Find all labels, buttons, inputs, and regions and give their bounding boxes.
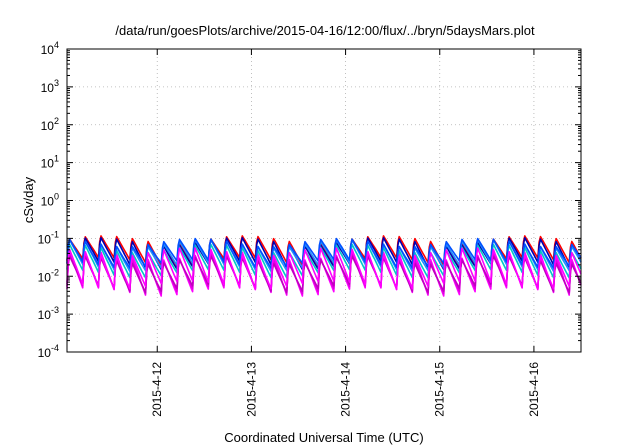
y-tick-label: 10-1 [38,229,59,246]
y-tick-label: 102 [41,116,59,133]
y-tick-label: 103 [41,78,59,95]
x-tick-label: 2015-4-15 [433,362,447,417]
x-axis-ticks: 2015-4-12 2015-4-13 2015-4-14 2015-4-15 2015… [150,49,541,417]
x-tick-label: 2015-4-13 [244,362,258,417]
x-tick-label: 2015-4-16 [527,362,541,417]
x-tick-label: 2015-4-12 [150,362,164,417]
series-line [66,247,582,291]
y-tick-label: 10-3 [38,305,59,322]
x-tick-label: 2015-4-14 [339,362,353,417]
y-axis-label: cSv/day [21,176,36,223]
y-axis-ticks: 104 103 102 101 100 10-1 10-2 10-3 10-4 [38,40,581,360]
grid-lines [67,49,581,352]
y-tick-label: 10-4 [38,343,59,360]
series-line [66,243,582,279]
y-tick-label: 100 [41,192,59,209]
series-layer [66,235,582,297]
y-tick-label: 104 [41,40,59,57]
series-line [66,237,582,269]
y-tick-label: 101 [41,154,59,171]
chart-title: /data/run/goesPlots/archive/2015-04-16/1… [115,23,535,38]
y-tick-label: 10-2 [38,267,59,284]
x-axis-label: Coordinated Universal Time (UTC) [224,430,423,445]
series-line [66,255,582,294]
